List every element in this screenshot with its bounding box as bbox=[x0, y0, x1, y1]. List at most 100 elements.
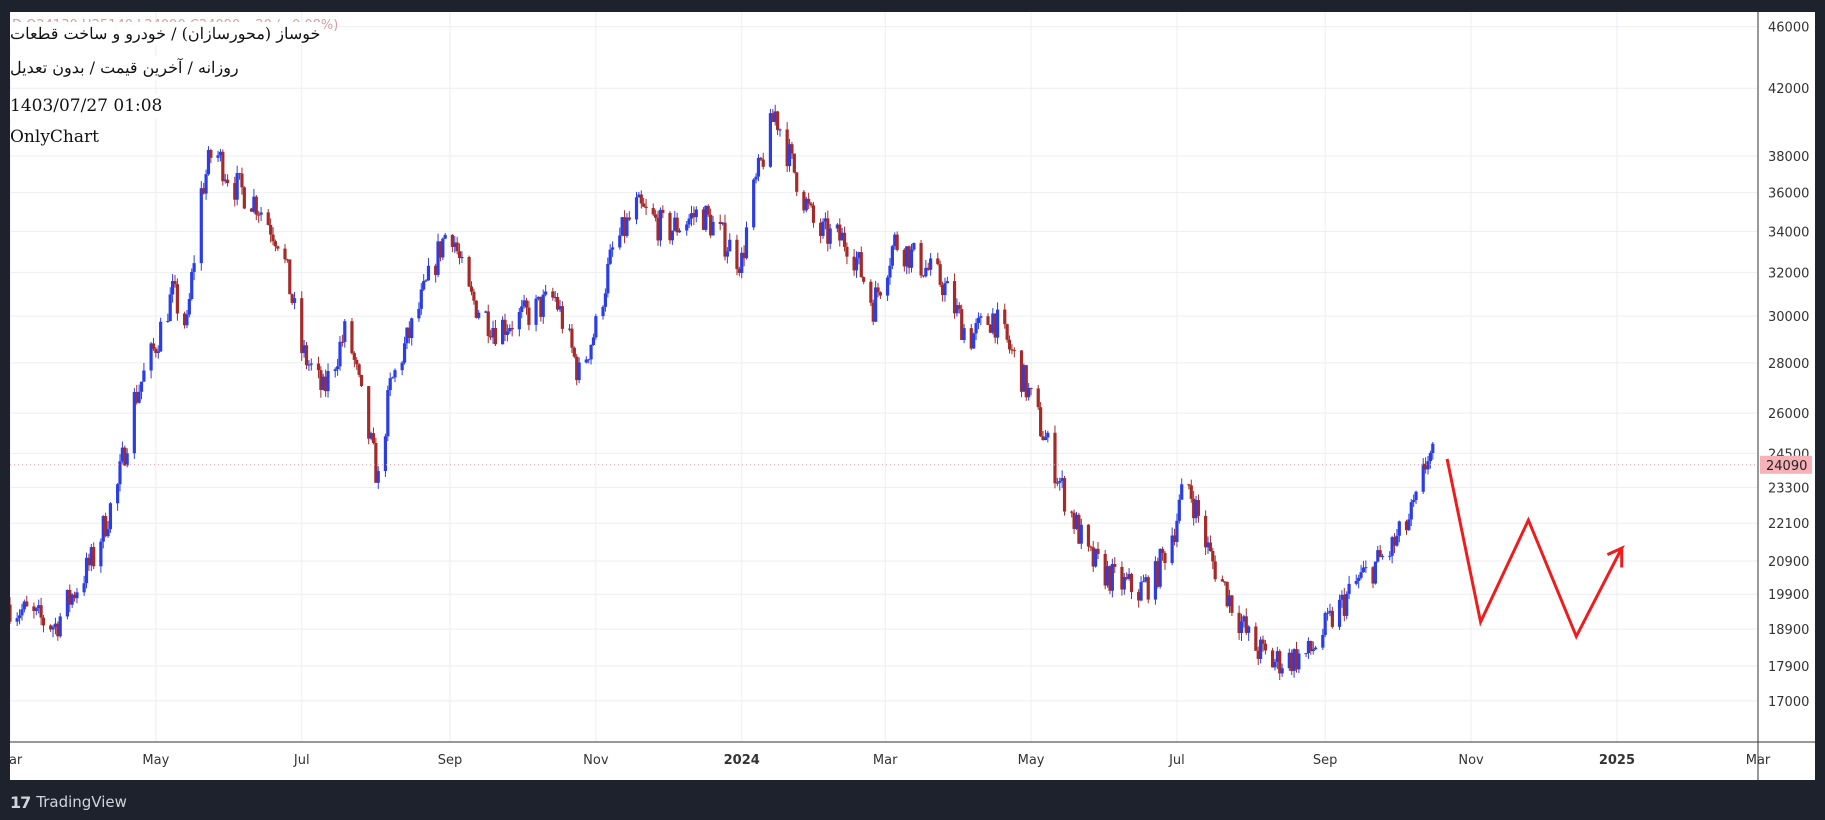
candle-body bbox=[744, 227, 749, 259]
candle-body bbox=[1371, 567, 1375, 584]
candle-body bbox=[1089, 546, 1093, 548]
candle-body bbox=[1108, 566, 1112, 591]
candle-body bbox=[1153, 561, 1158, 600]
y-tick-label: 26000 bbox=[1768, 407, 1809, 422]
candle-body bbox=[1060, 478, 1064, 482]
candle-body bbox=[1357, 577, 1361, 581]
candle-body bbox=[457, 251, 462, 259]
candle-body bbox=[53, 623, 58, 628]
candle-body bbox=[70, 594, 74, 605]
candle-body bbox=[1158, 548, 1162, 587]
candle-body bbox=[17, 615, 22, 619]
candle-body bbox=[199, 188, 203, 264]
tradingview-logo-icon: 17 bbox=[10, 792, 31, 812]
candle-body bbox=[945, 281, 949, 284]
candle-body bbox=[888, 265, 892, 278]
candle-body bbox=[960, 309, 964, 341]
candle-body bbox=[924, 267, 928, 277]
candle-body bbox=[1041, 436, 1045, 441]
candle-body bbox=[1314, 647, 1318, 650]
candle-body bbox=[1311, 649, 1315, 652]
candle-body bbox=[154, 348, 158, 353]
candle-body bbox=[1220, 579, 1224, 582]
candle-body bbox=[37, 605, 41, 609]
candle-body bbox=[1325, 612, 1330, 614]
footer-branding[interactable]: 17 TradingView bbox=[10, 790, 127, 814]
candle-body bbox=[359, 374, 364, 387]
candle-body bbox=[137, 391, 141, 403]
candle-body bbox=[68, 589, 72, 605]
candle-body bbox=[326, 371, 330, 392]
candle-body bbox=[477, 312, 481, 318]
x-tick-label: 2025 bbox=[1599, 753, 1635, 768]
candle-body bbox=[594, 316, 598, 338]
candle-body bbox=[742, 252, 746, 259]
candle-body bbox=[271, 234, 275, 242]
candle-body bbox=[1003, 309, 1007, 325]
candle-body bbox=[369, 433, 373, 439]
candle-body bbox=[1189, 485, 1193, 499]
candle-body bbox=[675, 217, 679, 233]
candle-body bbox=[644, 206, 648, 209]
candle-body bbox=[510, 328, 514, 330]
candle-body bbox=[991, 313, 995, 333]
candle-body bbox=[823, 218, 828, 222]
candle-body bbox=[486, 311, 490, 337]
candle-body bbox=[410, 318, 414, 339]
candle-body bbox=[171, 281, 175, 295]
x-tick-label: Jul bbox=[1168, 753, 1185, 768]
x-tick-label: Mar bbox=[10, 753, 23, 768]
candle-body bbox=[885, 277, 890, 296]
projection-drawing[interactable] bbox=[1445, 458, 1625, 640]
candle-body bbox=[1380, 556, 1385, 558]
candle-body bbox=[553, 297, 557, 299]
candle-body bbox=[405, 327, 409, 344]
candle-body bbox=[269, 224, 273, 235]
candle-body bbox=[1180, 484, 1184, 500]
candle-body bbox=[218, 151, 223, 156]
candle-body bbox=[890, 246, 894, 266]
candle-body bbox=[1125, 577, 1129, 579]
candle-body bbox=[223, 179, 227, 182]
candle-body bbox=[1086, 524, 1091, 547]
y-tick-label: 17000 bbox=[1768, 695, 1809, 710]
candle-body bbox=[929, 258, 933, 270]
candle-body bbox=[1139, 582, 1143, 601]
candle-body bbox=[603, 293, 608, 307]
chart-plot-area[interactable]: 17000 17900 18900 19900 20900 22100 23300 24500… bbox=[0, 12, 1815, 780]
candle-body bbox=[658, 209, 663, 241]
candle-body bbox=[1340, 594, 1344, 600]
candle-body bbox=[139, 381, 144, 392]
candle-body bbox=[1428, 452, 1432, 462]
candle-body bbox=[1223, 581, 1227, 583]
candle-body bbox=[407, 327, 411, 339]
candle-body bbox=[1361, 567, 1366, 573]
candle-body bbox=[773, 111, 777, 122]
candle-body bbox=[1187, 484, 1191, 486]
candle-body bbox=[1431, 443, 1435, 453]
chart-datetime: 1403/07/27 01:08 bbox=[10, 94, 163, 118]
x-tick-label: Jul bbox=[293, 753, 310, 768]
candle-body bbox=[156, 351, 160, 353]
candle-body bbox=[1027, 387, 1031, 398]
candle-body bbox=[878, 292, 883, 296]
candle-body bbox=[709, 214, 713, 236]
candle-body bbox=[902, 249, 906, 267]
candle-body bbox=[778, 129, 782, 131]
candle-body bbox=[386, 390, 390, 437]
candle-body bbox=[118, 461, 122, 485]
candle-body bbox=[677, 230, 682, 233]
candle-body bbox=[472, 291, 476, 301]
candlestick-chart[interactable]: 1700017900189001990020900221002330024500… bbox=[0, 12, 1815, 780]
candle-body bbox=[577, 362, 581, 381]
candle-body bbox=[1242, 616, 1246, 622]
candle-body bbox=[25, 601, 29, 607]
candle-body bbox=[336, 366, 340, 370]
candle-body bbox=[979, 316, 983, 318]
candle-body bbox=[1094, 548, 1098, 567]
candle-body bbox=[1010, 349, 1014, 351]
x-tick-label: May bbox=[1018, 753, 1045, 768]
candle-body bbox=[259, 212, 263, 215]
candle-body bbox=[290, 294, 294, 303]
candle-body bbox=[1022, 365, 1026, 392]
